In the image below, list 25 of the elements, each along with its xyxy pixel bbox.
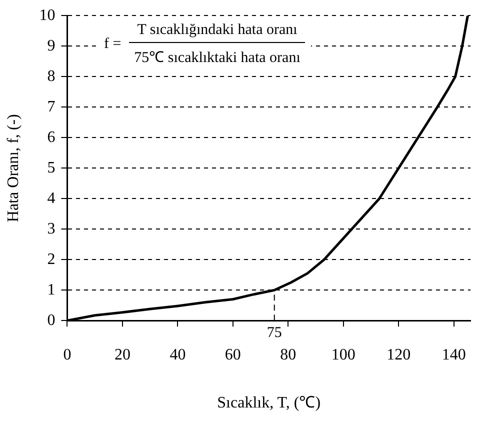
ref-line-label: 75: [266, 325, 282, 342]
x-tick-label: 80: [280, 346, 296, 364]
y-tick-label: 0: [47, 312, 56, 329]
annotation: f =: [104, 36, 122, 53]
y-tick-label: 10: [39, 6, 56, 24]
x-tick-label: 40: [170, 346, 186, 364]
x-tick-label: 60: [224, 346, 241, 364]
y-tick-label: 4: [47, 190, 56, 207]
y-tick-label: 3: [47, 220, 56, 238]
y-tick-label: 6: [47, 128, 56, 146]
y-tick-label: 8: [47, 68, 56, 85]
x-tick-label: 140: [442, 346, 466, 364]
annotation: T sıcaklığındaki hata oranı: [129, 22, 306, 43]
x-axis-title: Sıcaklık, T, (℃): [217, 394, 321, 412]
x-tick-label: 20: [114, 346, 130, 364]
x-tick-label: 0: [63, 346, 72, 364]
y-tick-label: 5: [47, 159, 56, 176]
x-tick-label: 120: [386, 346, 411, 364]
x-tick-label: 100: [331, 346, 356, 364]
annotation: 75℃ sıcaklıktaki hata oranı: [134, 49, 300, 67]
y-axis-title: Hata Oranı, f, (-): [4, 114, 22, 222]
y-tick-label: 7: [47, 98, 56, 116]
y-tick-label: 2: [47, 250, 56, 268]
y-tick-label: 1: [47, 281, 56, 298]
y-tick-label: 9: [47, 37, 56, 54]
